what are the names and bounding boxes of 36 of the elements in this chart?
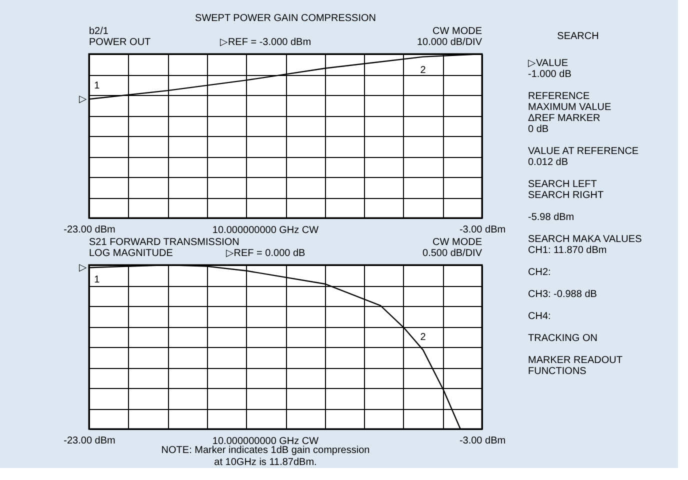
text: 0.500 dB/DIV	[422, 248, 482, 259]
text: ▷REF = -3.000 dBm	[220, 37, 312, 48]
x-axis-title: 10.000000000 GHz CW	[212, 436, 320, 447]
text: POWER OUT	[89, 37, 151, 48]
text: NOTE: Marker indicates 1dB gain compression at 10GHz is 11.87dBm.	[161, 445, 370, 468]
text: 10.000 dB/DIV	[416, 37, 482, 48]
chart-title: SWEPT POWER GAIN COMPRESSION	[195, 13, 376, 24]
text: CW MODE	[432, 26, 482, 37]
x-tick-label: -23.00 dBm	[64, 224, 116, 236]
x-axis-title: 10.000000000 GHz CW	[212, 225, 320, 236]
text: SEARCH	[557, 31, 599, 42]
annotation: 1	[94, 274, 100, 286]
annotation: 2	[420, 332, 426, 343]
text: CH2:	[528, 267, 551, 278]
x-tick-label: -3.00 dBm	[459, 436, 506, 446]
text: -5.98 dBm	[528, 212, 574, 223]
text: ▷REF = 0.000 dB	[226, 248, 306, 259]
x-tick-label: -23.00 dBm	[64, 436, 116, 446]
annotation: 1	[94, 80, 100, 92]
text: VALUE AT REFERENCE 0.012 dB	[528, 146, 639, 168]
annotation: ▷	[79, 94, 87, 106]
text: LOG MAGNITUDE	[89, 248, 173, 259]
text: MARKER READOUT FUNCTIONS	[528, 355, 622, 377]
text: CW MODE	[432, 237, 482, 248]
text: CH4:	[528, 311, 551, 322]
text: REFERENCE MAXIMUM VALUE ΔREF MARKER 0 dB	[528, 91, 612, 135]
text: SEARCH LEFT SEARCH RIGHT	[528, 179, 604, 201]
text: SEARCH MAKA VALUES CH1: 11.870 dBm	[528, 234, 642, 256]
text: CH3: -0.988 dB	[528, 289, 598, 300]
text: S21 FORWARD TRANSMISSION	[89, 237, 240, 248]
text: TRACKING ON	[528, 333, 598, 344]
x-tick-label: -3.00 dBm	[459, 224, 506, 236]
annotation: ▷	[79, 262, 87, 274]
annotation: 2	[420, 64, 426, 76]
text: b2/1	[89, 26, 108, 37]
text: ▷VALUE -1.000 dB	[528, 58, 572, 80]
